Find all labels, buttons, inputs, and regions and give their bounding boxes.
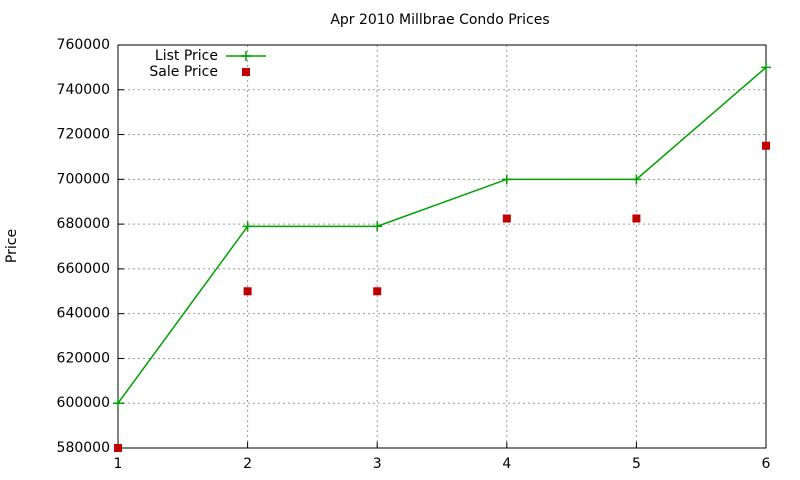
y-tick-label: 740000 <box>57 82 110 98</box>
legend-label: List Price <box>155 48 218 64</box>
legend-label: Sale Price <box>149 64 218 80</box>
x-tick-label: 4 <box>502 456 511 472</box>
y-tick-label: 680000 <box>57 216 110 232</box>
y-tick-label: 580000 <box>57 440 110 456</box>
point <box>114 444 122 452</box>
x-tick-label: 2 <box>243 456 252 472</box>
y-tick-label: 640000 <box>57 306 110 322</box>
y-tick-label: 760000 <box>57 37 110 53</box>
point <box>242 221 253 232</box>
series-line <box>117 66 767 404</box>
chart-title: Apr 2010 Millbrae Condo Prices <box>330 12 549 28</box>
point <box>373 287 382 296</box>
point <box>502 214 511 223</box>
x-tick-label: 5 <box>632 456 641 472</box>
point <box>113 398 123 409</box>
x-tick-label: 1 <box>114 456 123 472</box>
x-tick-label: 6 <box>762 456 771 472</box>
legend-marker <box>242 68 250 76</box>
y-tick-label: 700000 <box>57 171 110 187</box>
point <box>243 287 252 296</box>
plot-border <box>117 44 767 449</box>
y-tick-label: 660000 <box>57 261 110 277</box>
y-axis-label: Price <box>4 229 20 263</box>
point <box>501 174 512 185</box>
point <box>631 174 642 185</box>
point <box>761 62 771 73</box>
point <box>762 141 770 150</box>
point <box>372 221 383 232</box>
y-tick-label: 720000 <box>57 127 110 143</box>
legend-marker <box>241 51 251 61</box>
y-tick-label: 620000 <box>57 350 110 366</box>
point <box>632 214 641 223</box>
y-tick-label: 600000 <box>57 395 110 411</box>
x-tick-label: 3 <box>373 456 382 472</box>
